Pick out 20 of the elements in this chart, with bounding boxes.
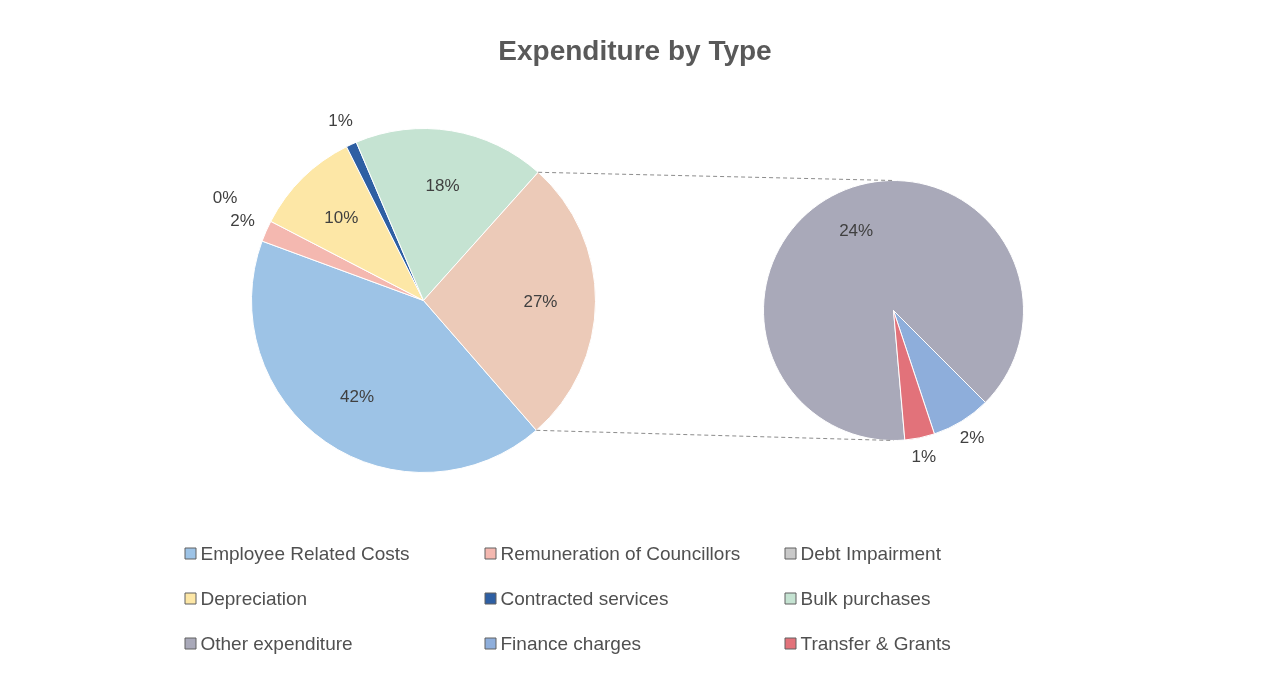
data-label: 18%: [425, 175, 460, 195]
legend-label: Remuneration of Councillors: [500, 543, 741, 564]
data-label: 2%: [959, 428, 985, 448]
legend-label: Bulk purchases: [800, 588, 931, 609]
legend-label: Contracted services: [500, 588, 669, 609]
chart-title: Expenditure by Type: [498, 35, 772, 66]
legend-label: Other expenditure: [200, 633, 353, 654]
legend-label: Employee Related Costs: [200, 543, 410, 564]
legend-label: Debt Impairment: [800, 543, 942, 564]
data-label: 42%: [340, 387, 375, 407]
data-label: 2%: [230, 211, 255, 231]
data-label: 27%: [523, 291, 558, 311]
data-label: 1%: [911, 447, 937, 467]
data-label: 10%: [324, 207, 359, 227]
text: 0%: [212, 188, 238, 208]
legend-label: Depreciation: [200, 588, 308, 609]
legend-label: Transfer & Grants: [800, 633, 951, 654]
legend-label: Finance charges: [500, 633, 641, 654]
data-label: 24%: [839, 220, 874, 240]
data-label: 1%: [328, 111, 353, 131]
